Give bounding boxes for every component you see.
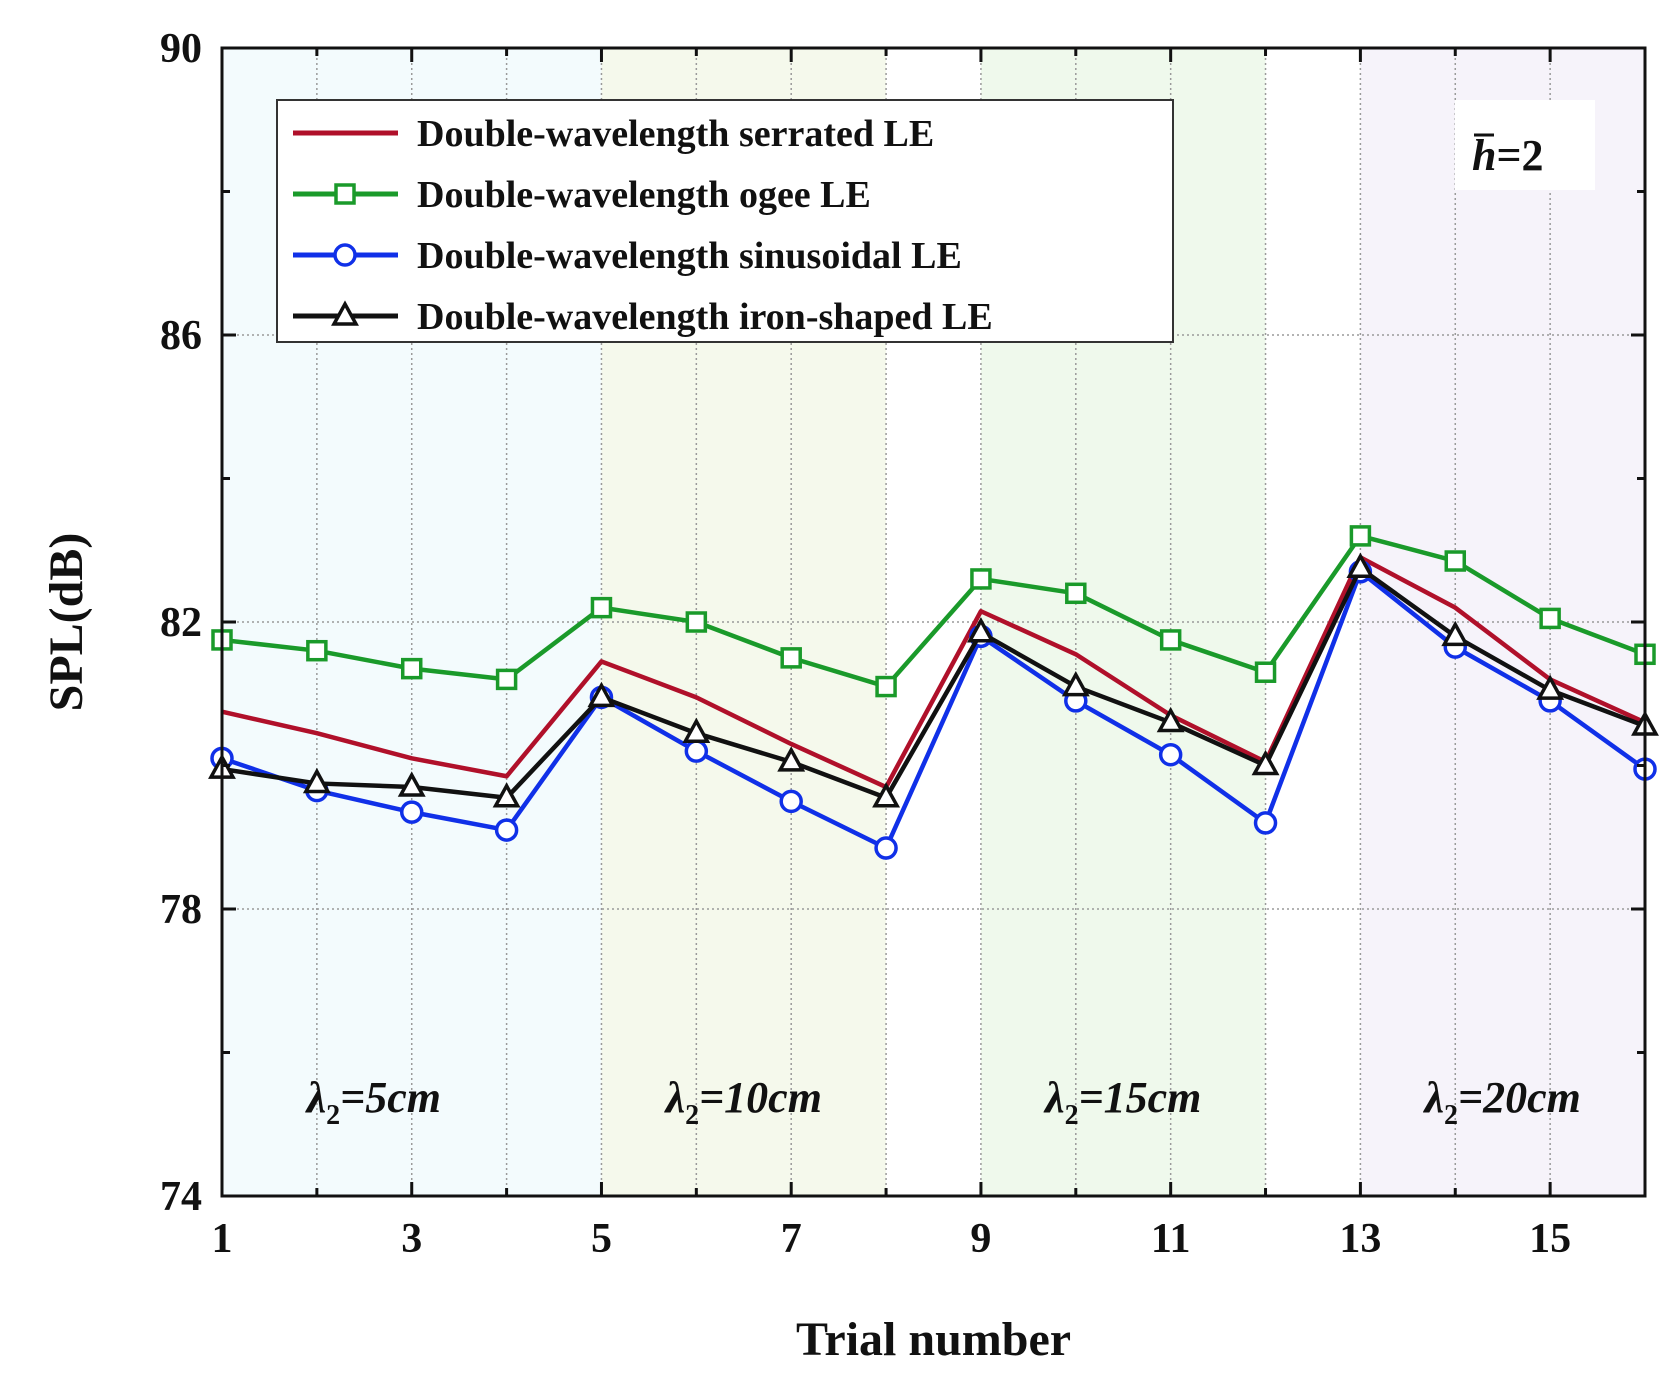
series-4-point-12 bbox=[1251, 749, 1280, 776]
series-2-point-7 bbox=[780, 647, 802, 669]
series-4-point-11 bbox=[1156, 706, 1185, 733]
series-4-point-4 bbox=[492, 782, 521, 808]
series-2-point-2 bbox=[306, 639, 328, 662]
legend-label-2: Double-wavelength ogee LE bbox=[417, 174, 871, 216]
series-2-point-4 bbox=[495, 668, 518, 691]
series-line-2 bbox=[221, 533, 1646, 689]
series-3-point-6 bbox=[684, 739, 709, 763]
legend-label-1: Double-wavelength serrated LE bbox=[417, 113, 934, 155]
legend-triangle-marker bbox=[331, 300, 359, 326]
legend-entry-1: Double-wavelength serrated LE bbox=[293, 113, 934, 155]
y-tick-label-90: 90 bbox=[160, 26, 202, 72]
legend-entry-2: Double-wavelength ogee LE bbox=[293, 174, 871, 216]
series-4-point-13 bbox=[1346, 552, 1375, 578]
legend-entry-4: Double-wavelength iron-shaped LE bbox=[293, 296, 993, 338]
series-2-point-3 bbox=[400, 657, 423, 680]
series-2-point-12 bbox=[1254, 661, 1277, 683]
y-tick-label-74: 74 bbox=[160, 1174, 202, 1220]
series-2-point-14 bbox=[1444, 550, 1467, 572]
legend-box bbox=[276, 99, 1174, 343]
x-tick-label-1: 1 bbox=[212, 1216, 233, 1262]
x-tick-label-9: 9 bbox=[970, 1216, 991, 1262]
legend: Double-wavelength serrated LE Double-wave… bbox=[276, 99, 1174, 343]
series-3-point-12 bbox=[1253, 811, 1278, 835]
series-3-point-4 bbox=[494, 818, 519, 842]
y-tick-label-82: 82 bbox=[160, 600, 202, 646]
series-4-point-8 bbox=[872, 782, 901, 808]
x-tick-label-7: 7 bbox=[781, 1216, 802, 1262]
x-tick-label-5: 5 bbox=[591, 1216, 612, 1262]
series-2-point-15 bbox=[1539, 607, 1561, 630]
region-label-3: λ2=15cm bbox=[1043, 1073, 1201, 1131]
region-label-1: λ2=5cm bbox=[305, 1073, 441, 1131]
legend-entry-3: Double-wavelength sinusoidal LE bbox=[293, 235, 962, 277]
x-axis-title: Trial number bbox=[796, 1313, 1071, 1366]
annotation-text: h=2 bbox=[1472, 131, 1544, 180]
series-2-point-9 bbox=[970, 568, 992, 590]
y-tick-label-78: 78 bbox=[160, 887, 202, 933]
x-tick-label-13: 13 bbox=[1339, 1216, 1381, 1262]
series-line-3 bbox=[221, 569, 1647, 851]
series-line-1 bbox=[221, 555, 1646, 790]
series-2-point-11 bbox=[1159, 629, 1182, 651]
series-line-4 bbox=[221, 565, 1646, 801]
series-4-point-2 bbox=[302, 767, 331, 794]
series-4-point-9 bbox=[966, 617, 995, 643]
annotation-box bbox=[1455, 100, 1595, 190]
series-4-point-3 bbox=[397, 771, 426, 797]
series-4-point-6 bbox=[682, 717, 711, 743]
series-3-point-8 bbox=[874, 836, 898, 860]
series-4-point-7 bbox=[777, 746, 806, 772]
series-4-point-10 bbox=[1061, 670, 1090, 697]
series-2-point-6 bbox=[685, 611, 708, 633]
legend-square-marker bbox=[334, 183, 356, 205]
region-label-4: λ2=20cm bbox=[1423, 1073, 1581, 1131]
region-label-2: λ2=10cm bbox=[664, 1073, 822, 1131]
series-4-point-5 bbox=[587, 681, 616, 708]
series-2-point-8 bbox=[875, 675, 897, 698]
series-2-point-13 bbox=[1349, 525, 1372, 547]
x-tick-label-15: 15 bbox=[1529, 1216, 1571, 1262]
series-4-point-15 bbox=[1536, 674, 1565, 700]
x-tick-label-11: 11 bbox=[1151, 1216, 1191, 1262]
series-4-point-14 bbox=[1441, 620, 1470, 647]
series-3-point-3 bbox=[399, 800, 424, 824]
series-2-point-10 bbox=[1065, 582, 1087, 605]
hbar-annotation: h=2 bbox=[1455, 100, 1595, 190]
series-2-point-5 bbox=[590, 596, 613, 619]
series-3-point-11 bbox=[1158, 742, 1183, 767]
y-axis-title: SPL(dB) bbox=[40, 533, 93, 712]
legend-label-4: Double-wavelength iron-shaped LE bbox=[417, 296, 993, 338]
legend-circle-marker bbox=[333, 243, 357, 267]
legend-label-3: Double-wavelength sinusoidal LE bbox=[417, 235, 962, 277]
series-3-point-7 bbox=[779, 789, 803, 814]
y-tick-label-86: 86 bbox=[160, 313, 202, 359]
x-tick-label-3: 3 bbox=[401, 1216, 422, 1262]
